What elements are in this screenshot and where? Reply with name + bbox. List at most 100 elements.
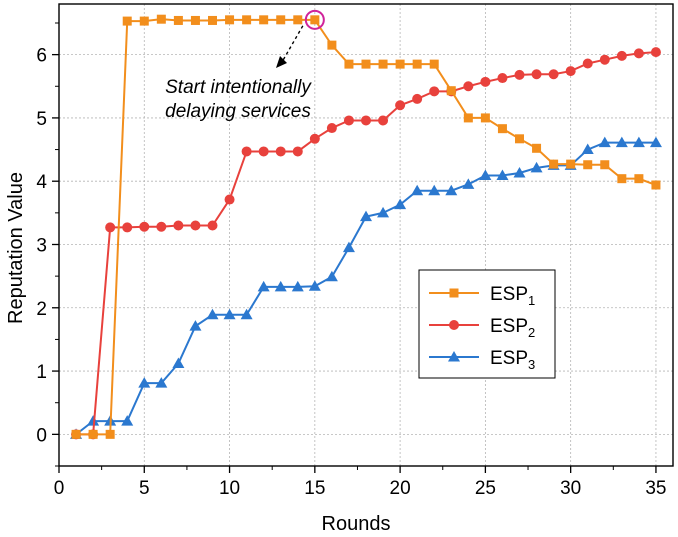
- data-point-esp1: [156, 14, 166, 24]
- data-point-esp1: [412, 59, 422, 69]
- data-point-esp2: [378, 115, 389, 126]
- highlight-circle: [304, 9, 325, 30]
- data-point-esp1: [583, 160, 593, 170]
- data-point-esp2: [326, 123, 337, 134]
- legend-marker: [448, 351, 460, 362]
- data-point-esp3: [155, 377, 168, 388]
- data-point-esp1: [139, 16, 149, 26]
- data-point-esp3: [274, 280, 287, 292]
- x-tick-label: 15: [304, 478, 325, 499]
- data-point-esp1: [122, 16, 132, 26]
- data-point-esp3: [342, 241, 355, 253]
- data-point-esp2: [258, 146, 269, 157]
- data-point-esp2: [565, 66, 576, 77]
- data-point-esp1: [105, 429, 115, 439]
- data-point-esp2: [224, 194, 235, 205]
- data-point-esp1: [327, 40, 337, 50]
- data-point-esp1: [463, 113, 473, 123]
- data-point-esp3: [615, 136, 628, 148]
- annotation-arrow-head: [276, 56, 287, 68]
- x-axis-title: Rounds: [322, 513, 391, 535]
- data-point-esp3: [445, 184, 458, 196]
- y-tick-label: 0: [36, 425, 47, 446]
- plot-frame: [58, 3, 674, 467]
- data-point-esp2: [122, 222, 133, 233]
- data-point-esp2: [463, 81, 474, 92]
- data-point-esp2: [361, 115, 371, 126]
- data-point-esp1: [600, 160, 610, 170]
- data-point-esp2: [497, 73, 508, 84]
- data-point-esp2: [275, 146, 286, 157]
- data-point-esp2: [582, 58, 593, 69]
- data-point-esp3: [462, 178, 475, 189]
- data-point-esp1: [566, 159, 576, 169]
- data-point-esp1: [71, 429, 81, 439]
- data-point-esp2: [548, 69, 559, 80]
- data-point-esp3: [121, 415, 134, 426]
- y-tick-label: 4: [36, 172, 47, 193]
- annotation-arrow-line: [281, 25, 304, 63]
- data-point-esp3: [428, 184, 441, 196]
- data-point-esp2: [429, 86, 440, 97]
- y-tick-label: 6: [36, 46, 47, 67]
- data-point-esp3: [291, 280, 304, 292]
- data-point-esp2: [531, 69, 542, 80]
- data-point-esp1: [173, 15, 183, 25]
- series-esp1: [71, 14, 661, 439]
- x-tick-label: 5: [139, 478, 150, 499]
- y-axis-title: Reputation Value: [5, 172, 27, 324]
- data-point-esp1: [310, 15, 320, 25]
- data-point-esp3: [172, 357, 185, 368]
- data-point-esp1: [259, 15, 269, 25]
- data-point-esp1: [276, 15, 286, 25]
- annotation-line-1: Start intentionally: [165, 77, 312, 98]
- legend-marker: [449, 288, 459, 298]
- data-point-esp1: [361, 59, 371, 69]
- data-point-esp1: [395, 59, 405, 69]
- data-point-esp3: [87, 415, 100, 426]
- data-point-esp1: [378, 59, 388, 69]
- legend-label-subscript: 1: [528, 293, 535, 308]
- data-point-esp2: [616, 50, 627, 61]
- data-point-esp2: [292, 146, 303, 157]
- data-point-esp1: [190, 15, 200, 25]
- data-point-esp1: [515, 134, 524, 144]
- data-point-esp3: [530, 161, 543, 173]
- data-point-esp2: [343, 115, 354, 126]
- x-tick-label: 0: [54, 478, 65, 499]
- data-point-esp2: [207, 220, 218, 231]
- data-point-esp3: [411, 184, 424, 196]
- data-point-esp1: [549, 159, 559, 169]
- data-point-esp2: [514, 69, 525, 80]
- annotation-line-2: delaying services: [165, 101, 311, 122]
- series-line-esp2: [76, 51, 657, 436]
- data-point-esp1: [242, 15, 252, 25]
- data-point-esp1: [208, 15, 217, 25]
- x-tick-label: 30: [560, 478, 581, 499]
- data-point-esp3: [308, 280, 321, 291]
- series-layer: [70, 14, 662, 440]
- data-point-esp3: [649, 136, 662, 148]
- data-point-esp2: [650, 47, 661, 58]
- data-point-esp2: [633, 48, 644, 59]
- y-tick-label: 1: [36, 362, 47, 383]
- data-point-esp1: [429, 59, 439, 69]
- axes: 0 5 10 15 20 25 30 35 0 1 2 3 4 5 6: [36, 3, 674, 499]
- data-point-esp2: [105, 222, 116, 233]
- data-point-esp1: [651, 180, 661, 190]
- data-point-esp3: [479, 169, 492, 181]
- x-tick-label: 25: [475, 478, 496, 499]
- data-point-esp1: [446, 86, 456, 96]
- series-esp3: [70, 136, 662, 439]
- series-line-esp3: [75, 141, 656, 436]
- x-tick-label: 20: [390, 478, 411, 499]
- data-point-esp3: [377, 206, 390, 218]
- grid-lines: [59, 4, 673, 466]
- x-tick-label: 10: [219, 478, 240, 499]
- data-point-esp1: [617, 174, 627, 184]
- data-point-esp1: [344, 59, 354, 69]
- data-point-esp3: [360, 210, 372, 222]
- data-point-esp1: [480, 113, 490, 123]
- y-tick-label: 3: [36, 235, 47, 256]
